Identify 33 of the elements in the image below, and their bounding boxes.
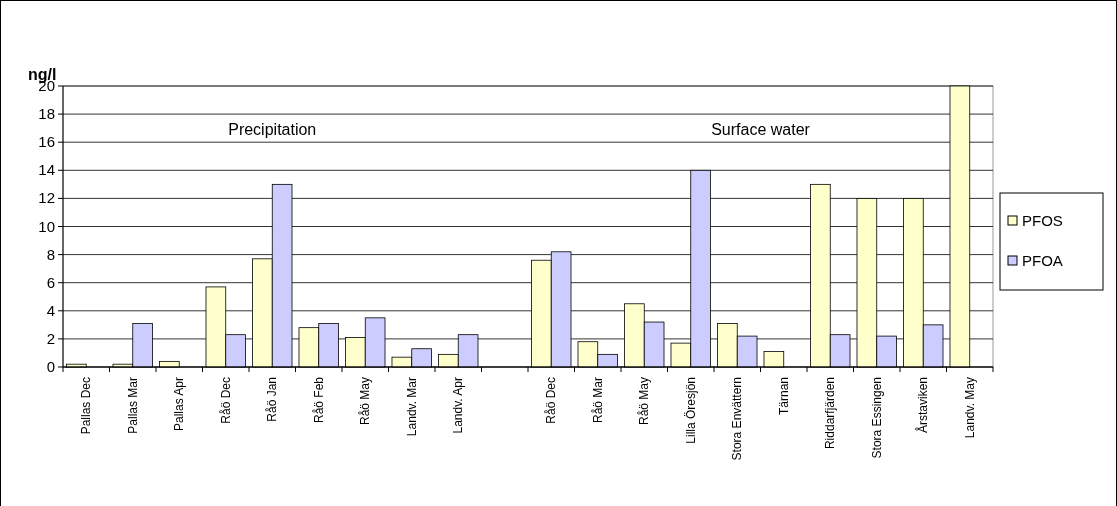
x-tick-label: Råö May — [358, 377, 373, 426]
y-tick-label: 2 — [46, 329, 55, 347]
annotation: Surface water — [711, 120, 811, 138]
x-tick-label: Landv. Apr — [451, 377, 466, 434]
x-tick-label: Tärnan — [776, 377, 791, 416]
x-tick-label: Råö Mar — [590, 377, 605, 424]
y-tick-label: 6 — [46, 273, 55, 291]
x-tick-label: Årstaviken — [915, 377, 931, 434]
x-tick-label: Riddarfjärden — [823, 377, 838, 450]
y-tick-label: 14 — [38, 161, 55, 179]
x-tick-label: Lilla Öresjön — [683, 377, 698, 444]
x-tick-label: Pallas Mar — [125, 377, 140, 434]
x-tick-label: Råö Feb — [311, 376, 326, 424]
legend-label: PFOA — [1022, 252, 1063, 269]
annotation: Precipitation — [228, 120, 317, 138]
x-tick-label: Stora Essingen — [869, 377, 884, 459]
x-tick-label: Landv. Mar — [404, 377, 419, 437]
y-tick-label: 4 — [46, 301, 55, 319]
y-tick-label: 8 — [46, 245, 55, 263]
x-tick-label: Råö Dec — [218, 377, 233, 424]
y-tick-label: 12 — [38, 189, 55, 207]
y-tick-label: 18 — [38, 105, 55, 123]
x-tick-label: Pallas Dec — [79, 377, 94, 435]
x-tick-label: Landv. May — [962, 377, 977, 439]
y-tick-label: 10 — [38, 217, 55, 235]
x-tick-label: Råö Dec — [544, 377, 559, 424]
x-tick-label: Stora Envättern — [730, 377, 745, 461]
y-tick-label: 16 — [38, 133, 55, 151]
legend-label: PFOS — [1022, 212, 1063, 229]
y-tick-label: 0 — [46, 358, 55, 375]
x-tick-label: Råö Jan — [265, 377, 280, 422]
x-tick-label: Råö May — [637, 377, 652, 426]
x-tick-label: Pallas Apr — [172, 377, 187, 432]
